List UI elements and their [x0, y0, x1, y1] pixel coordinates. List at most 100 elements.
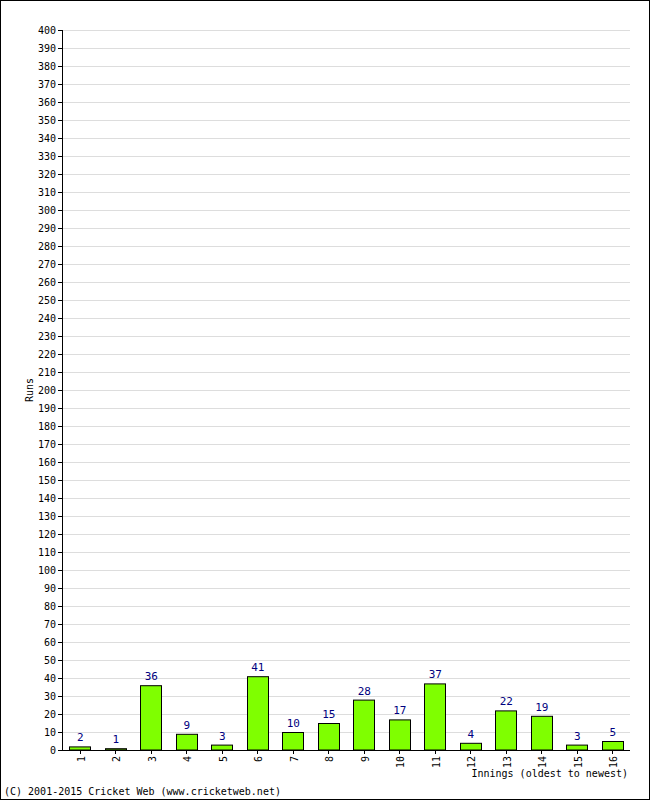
- y-tick: [58, 30, 62, 31]
- y-tick: [58, 570, 62, 571]
- bar: [354, 700, 375, 750]
- y-tick-label: 220: [38, 349, 56, 360]
- y-tick: [58, 750, 62, 751]
- x-tick-label: 10: [395, 756, 406, 768]
- data-label: 5: [609, 726, 616, 739]
- data-label: 22: [500, 695, 513, 708]
- y-tick: [58, 588, 62, 589]
- y-tick-label: 260: [38, 277, 56, 288]
- x-tick: [257, 750, 258, 754]
- y-tick: [58, 174, 62, 175]
- grid-line: [62, 228, 630, 229]
- y-tick-label: 380: [38, 61, 56, 72]
- y-tick-label: 80: [44, 601, 56, 612]
- x-tick-label: 7: [289, 756, 300, 762]
- x-tick: [364, 750, 365, 754]
- y-tick: [58, 714, 62, 715]
- y-tick-label: 40: [44, 673, 56, 684]
- y-tick-label: 110: [38, 547, 56, 558]
- x-tick: [435, 750, 436, 754]
- x-tick-label: 8: [324, 756, 335, 762]
- x-tick-label: 11: [431, 756, 442, 768]
- x-tick-label: 5: [218, 756, 229, 762]
- frame: [1, 1, 650, 800]
- y-tick-label: 210: [38, 367, 56, 378]
- data-label: 9: [183, 719, 190, 732]
- data-label: 3: [219, 730, 226, 743]
- grid-line: [62, 210, 630, 211]
- data-label: 41: [251, 661, 264, 674]
- bar: [603, 742, 624, 751]
- data-label: 1: [112, 733, 119, 746]
- bar: [496, 711, 517, 750]
- y-tick-label: 140: [38, 493, 56, 504]
- y-tick: [58, 228, 62, 229]
- bar: [425, 684, 446, 750]
- data-label: 15: [322, 708, 335, 721]
- grid-line: [62, 498, 630, 499]
- grid-line: [62, 102, 630, 103]
- bar: [248, 677, 269, 750]
- data-label: 28: [358, 685, 371, 698]
- grid-line: [62, 426, 630, 427]
- grid-line: [62, 606, 630, 607]
- y-tick: [58, 462, 62, 463]
- data-label: 17: [393, 704, 406, 717]
- y-axis-label: Runs: [24, 378, 35, 402]
- y-tick: [58, 48, 62, 49]
- y-tick: [58, 516, 62, 517]
- chart: 0102030405060708090100110120130140150160…: [0, 0, 650, 800]
- y-tick-label: 230: [38, 331, 56, 342]
- y-tick: [58, 660, 62, 661]
- data-label: 19: [535, 701, 548, 714]
- y-tick-label: 390: [38, 43, 56, 54]
- y-tick: [58, 642, 62, 643]
- bar: [283, 733, 304, 751]
- y-tick-label: 340: [38, 133, 56, 144]
- grid-line: [62, 534, 630, 535]
- bar: [70, 747, 91, 750]
- x-tick: [80, 750, 81, 754]
- grid-line: [62, 30, 630, 31]
- x-tick-label: 3: [147, 756, 158, 762]
- x-tick: [186, 750, 187, 754]
- chart-container: 0102030405060708090100110120130140150160…: [0, 0, 650, 800]
- x-tick-label: 9: [360, 756, 371, 762]
- y-tick-label: 290: [38, 223, 56, 234]
- y-tick: [58, 282, 62, 283]
- bar: [106, 749, 127, 750]
- y-tick: [58, 354, 62, 355]
- y-tick: [58, 246, 62, 247]
- data-label: 2: [77, 731, 84, 744]
- y-tick-label: 320: [38, 169, 56, 180]
- y-tick-label: 300: [38, 205, 56, 216]
- y-tick: [58, 66, 62, 67]
- x-tick-label: 15: [573, 756, 584, 768]
- grid-line: [62, 372, 630, 373]
- grid-line: [62, 138, 630, 139]
- y-tick-label: 250: [38, 295, 56, 306]
- x-tick-label: 13: [502, 756, 513, 768]
- data-label: 36: [145, 670, 158, 683]
- x-tick: [293, 750, 294, 754]
- x-axis-label: Innings (oldest to newest): [471, 768, 628, 779]
- copyright: (C) 2001-2015 Cricket Web (www.cricketwe…: [4, 786, 281, 797]
- y-tick: [58, 552, 62, 553]
- y-tick: [58, 84, 62, 85]
- x-tick: [541, 750, 542, 754]
- grid-line: [62, 570, 630, 571]
- grid-line: [62, 174, 630, 175]
- y-tick: [58, 444, 62, 445]
- y-tick: [58, 696, 62, 697]
- y-tick: [58, 624, 62, 625]
- grid-line: [62, 552, 630, 553]
- y-tick-label: 350: [38, 115, 56, 126]
- grid-line: [62, 282, 630, 283]
- grid-line: [62, 264, 630, 265]
- grid-line: [62, 480, 630, 481]
- y-tick-label: 150: [38, 475, 56, 486]
- y-tick-label: 270: [38, 259, 56, 270]
- y-tick-label: 0: [50, 745, 56, 756]
- bar: [461, 743, 482, 750]
- y-tick-label: 170: [38, 439, 56, 450]
